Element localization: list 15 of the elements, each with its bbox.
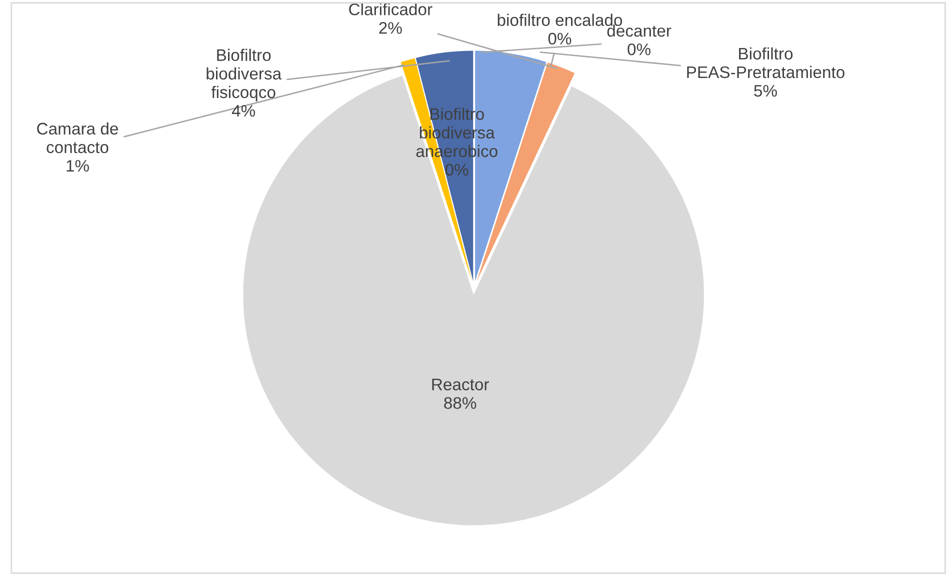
text: 0% xyxy=(445,164,468,176)
data-label: 88% xyxy=(444,397,476,409)
data-label: 4% xyxy=(232,104,256,117)
slice-label: Reactor xyxy=(432,378,489,390)
data-label: 1% xyxy=(66,160,89,172)
text: 0% xyxy=(628,43,650,56)
slice-label: Camara de contacto xyxy=(37,122,118,154)
category-label: biofiltro encalado xyxy=(498,14,622,26)
category-label: decanter xyxy=(607,24,672,37)
text: 0% xyxy=(548,32,572,45)
data-label: 2% xyxy=(379,22,402,34)
slice-label: Biofiltro PEAS-Pretratamiento xyxy=(687,47,844,78)
data-label: 5% xyxy=(754,84,777,97)
slice-label: Clarificador xyxy=(349,3,432,16)
slice-label: Biofiltro biodiversa fisicoqco xyxy=(206,48,282,102)
